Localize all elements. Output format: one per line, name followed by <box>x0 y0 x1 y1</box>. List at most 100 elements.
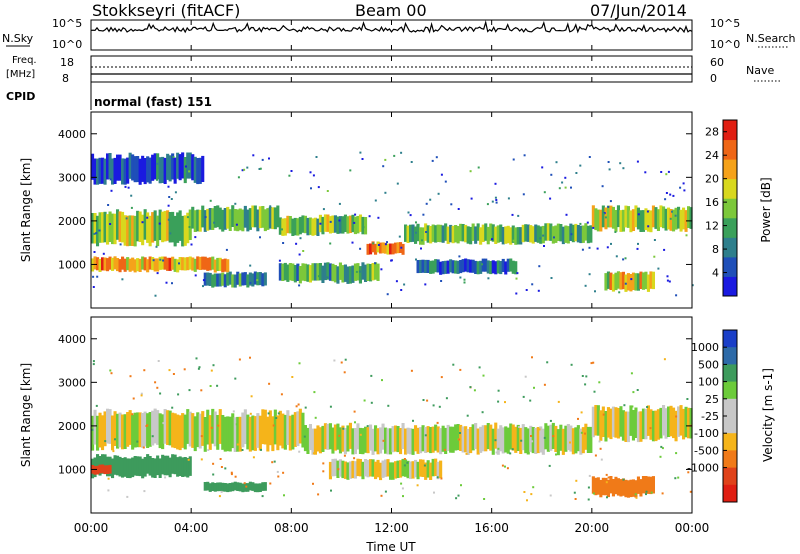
heatmap-cell <box>369 264 373 282</box>
heatmap-cell <box>328 263 332 281</box>
heatmap-cell <box>634 480 638 498</box>
heatmap-cell <box>621 271 625 290</box>
heatmap-noise-cell <box>537 289 540 292</box>
heatmap-cell <box>293 412 297 447</box>
heatmap-cell <box>371 459 375 477</box>
heatmap-cell <box>126 257 130 271</box>
heatmap-cell <box>146 454 150 474</box>
heatmap-cell <box>644 476 648 494</box>
heatmap-cell <box>544 223 548 241</box>
heatmap-noise-cell <box>588 156 591 158</box>
y-tick-label: 2000 <box>58 420 86 433</box>
heatmap-noise-cell <box>280 393 283 396</box>
heatmap-cell <box>96 257 100 271</box>
heatmap-cell <box>101 415 105 451</box>
heatmap-cell <box>496 225 500 243</box>
heatmap-cell <box>286 410 290 445</box>
heatmap-cell <box>248 208 252 230</box>
colorbar-tick-label: 4 <box>712 267 719 280</box>
heatmap-cell <box>216 415 220 450</box>
velocity-heatmap <box>91 356 693 502</box>
heatmap-cell <box>278 410 282 446</box>
heatmap-cell <box>409 224 413 243</box>
heatmap-noise-cell <box>646 210 649 213</box>
heatmap-cell <box>181 457 185 477</box>
heatmap-cell <box>136 456 140 476</box>
heatmap-cell <box>163 210 167 242</box>
heatmap-cell <box>611 206 615 229</box>
heatmap-noise-cell <box>291 376 294 378</box>
heatmap-cell <box>331 263 335 282</box>
heatmap-cell <box>629 479 633 498</box>
nave-label: Nave <box>746 64 774 77</box>
heatmap-noise-cell <box>429 198 432 201</box>
heatmap-cell <box>158 209 162 241</box>
heatmap-noise-cell <box>351 241 354 244</box>
heatmap-noise-cell <box>506 467 509 470</box>
heatmap-cell <box>431 224 435 242</box>
heatmap-cell <box>283 218 287 236</box>
heatmap-noise-cell <box>136 440 139 443</box>
heatmap-noise-cell <box>92 275 95 278</box>
heatmap-cell <box>358 459 362 477</box>
heatmap-noise-cell <box>312 174 315 177</box>
heatmap-cell <box>649 476 653 495</box>
heatmap-cell <box>336 216 340 234</box>
heatmap-cell <box>236 416 240 452</box>
heatmap-noise-cell <box>685 234 688 237</box>
heatmap-cell <box>191 154 195 181</box>
heatmap-noise-cell <box>679 186 682 189</box>
heatmap-cell <box>644 271 648 290</box>
heatmap-noise-cell <box>317 186 320 189</box>
heatmap-cell <box>141 155 145 182</box>
heatmap-noise-cell <box>584 432 586 435</box>
heatmap-noise-cell <box>606 496 608 499</box>
heatmap-noise-cell <box>481 411 484 414</box>
heatmap-cell <box>391 243 395 255</box>
heatmap-cell <box>343 264 347 282</box>
heatmap-cell <box>374 262 378 280</box>
heatmap-cell <box>626 480 630 498</box>
heatmap-noise-cell <box>188 170 191 173</box>
heatmap-noise-cell <box>491 238 493 241</box>
heatmap-cell <box>253 483 257 493</box>
heatmap-noise-cell <box>224 467 227 470</box>
heatmap-cell <box>201 155 205 182</box>
heatmap-cell <box>421 227 425 245</box>
heatmap-cell <box>514 426 518 453</box>
heatmap-noise-cell <box>478 366 481 369</box>
heatmap-noise-cell <box>523 491 526 493</box>
heatmap-cell <box>226 272 230 286</box>
heatmap-noise-cell <box>407 211 410 214</box>
cpid-value: normal (fast) 151 <box>94 95 212 109</box>
heatmap-cell <box>273 207 277 230</box>
heatmap-noise-cell <box>604 216 607 219</box>
heatmap-cell <box>251 482 255 491</box>
heatmap-cell <box>156 258 160 272</box>
heatmap-cell <box>474 260 478 274</box>
heatmap-cell <box>206 208 210 231</box>
heatmap-noise-cell <box>469 386 472 389</box>
heatmap-cell <box>118 259 122 273</box>
heatmap-noise-cell <box>440 477 443 480</box>
heatmap-noise-cell <box>393 154 396 157</box>
heatmap-noise-cell <box>212 462 215 465</box>
heatmap-cell <box>546 425 550 452</box>
heatmap-noise-cell <box>532 486 535 489</box>
heatmap-noise-cell <box>353 221 356 224</box>
heatmap-cell <box>136 258 140 272</box>
heatmap-noise-cell <box>127 186 130 189</box>
heatmap-noise-cell <box>249 412 252 415</box>
heatmap-cell <box>291 218 295 236</box>
heatmap-noise-cell <box>605 473 608 476</box>
heatmap-cell <box>258 206 262 229</box>
heatmap-noise-cell <box>663 358 666 361</box>
heatmap-noise-cell <box>299 237 302 240</box>
heatmap-cell <box>243 272 247 286</box>
heatmap-cell <box>91 258 95 272</box>
heatmap-noise-cell <box>230 471 233 474</box>
heatmap-cell <box>298 266 302 284</box>
heatmap-cell <box>441 225 445 243</box>
heatmap-cell <box>258 415 262 451</box>
heatmap-cell <box>669 209 673 231</box>
